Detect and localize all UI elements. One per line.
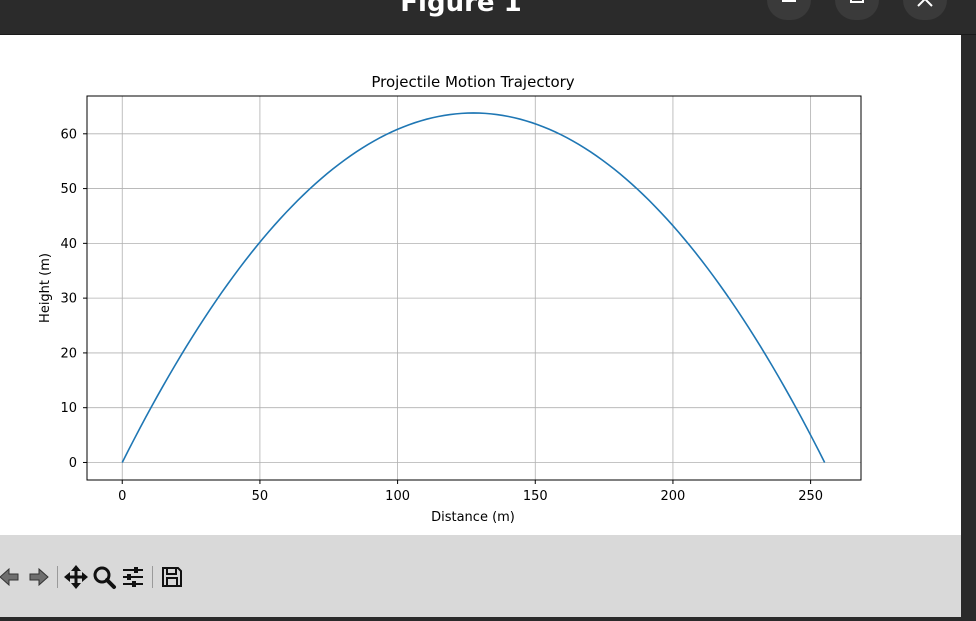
chart-title: Projectile Motion Trajectory — [371, 73, 574, 91]
y-tick-label: 30 — [60, 292, 77, 307]
maximize-button[interactable] — [835, 0, 879, 20]
y-tick-label: 50 — [60, 182, 77, 197]
pan-button[interactable] — [63, 564, 89, 590]
maximize-icon — [850, 0, 864, 3]
back-icon — [0, 567, 19, 587]
trajectory-line — [121, 112, 826, 463]
x-tick-label: 0 — [118, 489, 126, 504]
minimize-button[interactable] — [767, 0, 811, 20]
zoom-button[interactable] — [91, 564, 117, 590]
minimize-icon — [782, 0, 796, 2]
y-tick-label: 10 — [60, 401, 77, 416]
close-button[interactable] — [903, 0, 947, 20]
navigation-toolbar — [0, 535, 961, 617]
y-tick-label: 60 — [60, 127, 77, 142]
configure-subplots-button[interactable] — [120, 564, 146, 590]
x-axis-label: Distance (m) — [431, 510, 515, 525]
chart: Projectile Motion Trajectory 0 50 100 150 20… — [38, 73, 862, 525]
title-bar: Figure 1 — [0, 0, 976, 35]
toolbar-separator — [152, 566, 153, 588]
figure-canvas[interactable]: Projectile Motion Trajectory 0 50 100 150 20… — [0, 35, 961, 535]
window-edge — [961, 35, 976, 621]
grid-lines — [87, 96, 861, 480]
toolbar-separator — [57, 566, 58, 588]
forward-icon — [29, 567, 49, 587]
close-icon — [917, 0, 933, 7]
window-edge — [0, 617, 976, 621]
axes-frame — [86, 95, 862, 481]
y-axis-label: Height (m) — [38, 253, 53, 323]
x-tick-label: 100 — [385, 489, 410, 504]
y-tick-label: 0 — [69, 456, 77, 471]
x-tick-label: 250 — [798, 489, 823, 504]
y-tick-label: 40 — [60, 237, 77, 252]
x-tick-label: 200 — [661, 489, 686, 504]
save-button[interactable] — [159, 564, 185, 590]
configure-subplots-icon — [123, 567, 143, 587]
axis-ticks: 0 50 100 150 200 250 0 10 20 30 40 50 60 — [60, 127, 823, 504]
x-tick-label: 150 — [523, 489, 548, 504]
forward-button[interactable] — [26, 564, 52, 590]
save-icon — [162, 567, 182, 587]
pan-icon — [64, 565, 88, 589]
zoom-icon — [93, 566, 116, 589]
x-tick-label: 50 — [252, 489, 269, 504]
window-title: Figure 1 — [400, 0, 522, 18]
y-tick-label: 20 — [60, 346, 77, 361]
back-button[interactable] — [0, 564, 22, 590]
